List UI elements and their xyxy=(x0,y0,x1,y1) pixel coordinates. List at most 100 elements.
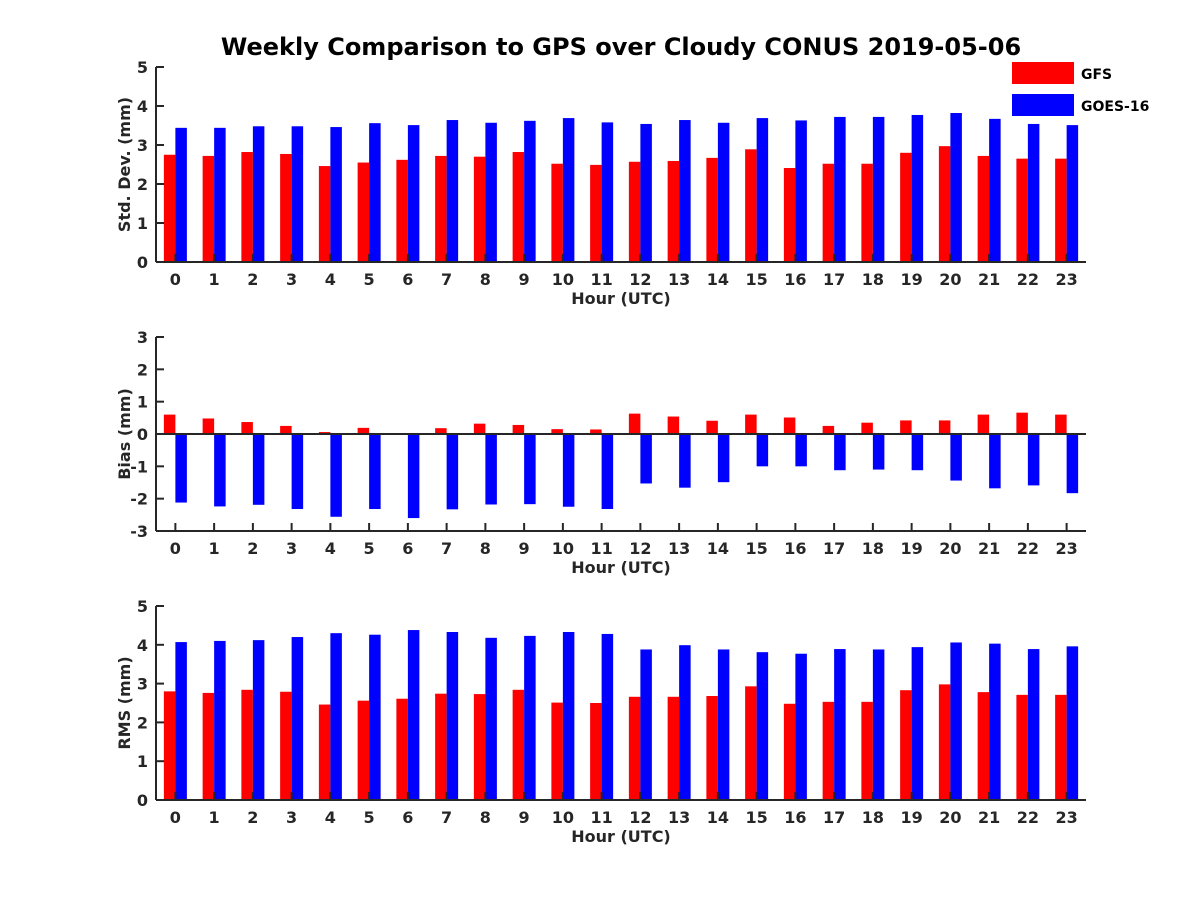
bar-gfs-hour-14 xyxy=(706,696,718,800)
bar-gfs-hour-21 xyxy=(977,692,990,800)
y-tick-label: 0 xyxy=(137,791,148,810)
x-tick-label: 21 xyxy=(978,808,1000,827)
bar-goes16-hour-10 xyxy=(562,118,575,262)
bar-gfs-hour-16 xyxy=(783,168,796,262)
bar-gfs-hour-17 xyxy=(822,701,835,800)
bar-gfs-hour-2 xyxy=(241,152,253,262)
x-tick-label: 13 xyxy=(668,808,690,827)
bar-goes16-hour-6 xyxy=(407,630,420,800)
bar-goes16-hour-9 xyxy=(524,434,536,505)
bar-goes16-hour-0 xyxy=(175,434,187,503)
x-tick-label: 12 xyxy=(629,270,651,289)
bar-goes16-hour-15 xyxy=(756,652,769,800)
bar-gfs-hour-22 xyxy=(1016,694,1028,800)
bar-gfs-hour-11 xyxy=(590,429,602,434)
x-axis-label: Hour (UTC) xyxy=(571,289,671,308)
x-tick-label: 2 xyxy=(247,270,258,289)
x-tick-label: 2 xyxy=(247,539,258,558)
bar-gfs-hour-5 xyxy=(357,700,370,800)
x-axis-label: Hour (UTC) xyxy=(571,558,671,577)
bar-gfs-hour-8 xyxy=(473,694,486,800)
bar-gfs-hour-14 xyxy=(706,420,718,434)
x-tick-label: 5 xyxy=(364,808,375,827)
x-tick-label: 6 xyxy=(402,808,413,827)
bar-goes16-hour-1 xyxy=(214,640,226,800)
bar-goes16-hour-15 xyxy=(756,118,769,262)
bar-gfs-hour-19 xyxy=(900,152,912,262)
bar-gfs-hour-10 xyxy=(551,163,563,262)
bar-goes16-hour-21 xyxy=(989,643,1001,800)
bar-gfs-hour-11 xyxy=(590,703,602,800)
bar-gfs-hour-16 xyxy=(783,417,796,434)
bar-gfs-hour-23 xyxy=(1055,694,1067,800)
bar-gfs-hour-3 xyxy=(280,691,292,800)
y-tick-label: -3 xyxy=(130,522,148,541)
bar-goes16-hour-5 xyxy=(369,123,381,262)
bar-gfs-hour-8 xyxy=(473,156,486,262)
y-tick-label: 2 xyxy=(137,360,148,379)
y-axis-label: Std. Dev. (mm) xyxy=(115,97,134,232)
bar-goes16-hour-1 xyxy=(214,434,226,507)
bar-gfs-hour-12 xyxy=(628,696,641,800)
bar-goes16-hour-23 xyxy=(1066,434,1079,494)
bar-goes16-hour-0 xyxy=(175,642,187,800)
bar-goes16-hour-12 xyxy=(640,123,652,262)
x-tick-label: 22 xyxy=(1017,808,1039,827)
x-tick-label: 15 xyxy=(745,539,767,558)
x-tick-label: 8 xyxy=(480,539,491,558)
x-tick-label: 23 xyxy=(1055,270,1077,289)
x-tick-label: 7 xyxy=(441,270,452,289)
bar-goes16-hour-16 xyxy=(795,434,807,467)
x-tick-label: 18 xyxy=(862,270,884,289)
x-tick-label: 21 xyxy=(978,270,1000,289)
x-tick-label: 15 xyxy=(745,808,767,827)
bar-goes16-hour-10 xyxy=(562,434,575,507)
x-tick-label: 16 xyxy=(784,270,806,289)
y-tick-label: 3 xyxy=(137,675,148,694)
bar-goes16-hour-3 xyxy=(291,434,304,510)
x-tick-label: 23 xyxy=(1055,539,1077,558)
bar-gfs-hour-9 xyxy=(512,689,525,800)
bar-gfs-hour-14 xyxy=(706,157,718,262)
bar-gfs-hour-21 xyxy=(977,414,990,434)
bar-gfs-hour-21 xyxy=(977,155,990,262)
bar-gfs-hour-9 xyxy=(512,424,525,434)
x-tick-label: 9 xyxy=(519,808,530,827)
bar-gfs-hour-3 xyxy=(280,153,292,262)
y-tick-label: 2 xyxy=(137,713,148,732)
x-tick-label: 21 xyxy=(978,539,1000,558)
bar-goes16-hour-18 xyxy=(872,649,885,800)
bar-goes16-hour-14 xyxy=(717,434,730,483)
x-tick-label: 10 xyxy=(552,270,574,289)
bar-gfs-hour-18 xyxy=(861,701,873,800)
bar-goes16-hour-20 xyxy=(950,642,962,800)
y-tick-label: 0 xyxy=(137,253,148,272)
bar-gfs-hour-3 xyxy=(280,425,292,434)
bar-goes16-hour-11 xyxy=(601,434,614,510)
x-tick-label: 22 xyxy=(1017,270,1039,289)
y-tick-label: -1 xyxy=(130,457,148,476)
x-tick-label: 0 xyxy=(170,808,181,827)
bar-gfs-hour-0 xyxy=(163,154,176,262)
bar-goes16-hour-2 xyxy=(252,434,265,505)
x-tick-label: 10 xyxy=(552,539,574,558)
bar-goes16-hour-17 xyxy=(834,116,846,262)
bar-goes16-hour-0 xyxy=(175,127,187,262)
y-tick-label: 0 xyxy=(137,425,148,444)
x-tick-label: 12 xyxy=(629,808,651,827)
bar-goes16-hour-8 xyxy=(485,637,497,800)
bar-goes16-hour-8 xyxy=(485,122,497,263)
y-tick-label: 2 xyxy=(137,175,148,194)
bar-gfs-hour-11 xyxy=(590,164,602,262)
x-tick-label: 13 xyxy=(668,539,690,558)
bar-goes16-hour-12 xyxy=(640,434,652,484)
bar-gfs-hour-13 xyxy=(667,160,680,262)
bar-gfs-hour-13 xyxy=(667,696,680,800)
bar-goes16-hour-6 xyxy=(407,434,420,519)
bar-gfs-hour-20 xyxy=(938,684,951,800)
bar-gfs-hour-20 xyxy=(938,420,951,434)
y-tick-label: 1 xyxy=(137,214,148,233)
x-tick-label: 11 xyxy=(590,808,612,827)
